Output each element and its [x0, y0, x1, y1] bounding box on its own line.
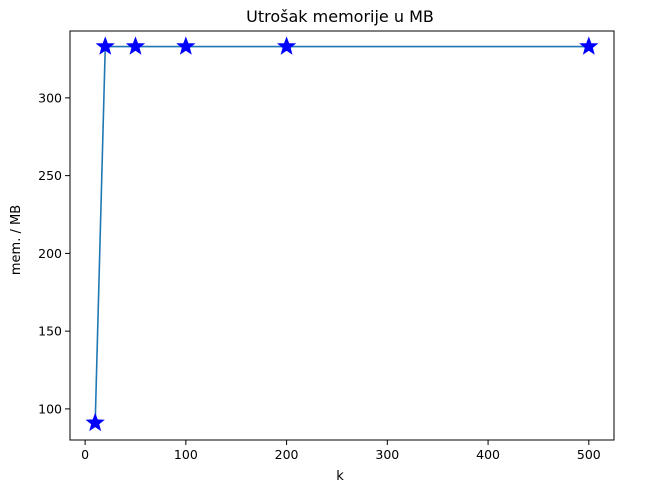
y-tick-label: 250	[38, 168, 62, 183]
x-tick-label: 300	[375, 447, 399, 462]
x-tick-label: 500	[577, 447, 601, 462]
data-point-star	[95, 36, 115, 55]
x-tick-label: 100	[174, 447, 198, 462]
plot-frame	[69, 30, 615, 441]
y-axis-label: mem. / MB	[9, 205, 24, 275]
data-point-star	[85, 412, 105, 432]
x-axis-label: k	[336, 469, 344, 484]
y-tick-label: 150	[38, 324, 62, 339]
chart-title: Utrošak memorije u MB	[246, 7, 434, 26]
y-tick-label: 200	[38, 246, 62, 261]
data-point-star	[579, 36, 599, 55]
data-point-star	[176, 36, 196, 55]
x-tick-label: 400	[476, 447, 500, 462]
y-tick-label: 100	[38, 401, 62, 416]
plot-area: 0 100 200 300 400 500 100 150 200 250 300	[38, 30, 615, 462]
y-tick-label: 300	[38, 90, 62, 105]
x-tick-label: 200	[275, 447, 299, 462]
data-point-star	[125, 36, 146, 55]
x-tick-label: 0	[81, 447, 89, 462]
data-point-star	[276, 36, 297, 55]
series-line	[94, 45, 589, 423]
